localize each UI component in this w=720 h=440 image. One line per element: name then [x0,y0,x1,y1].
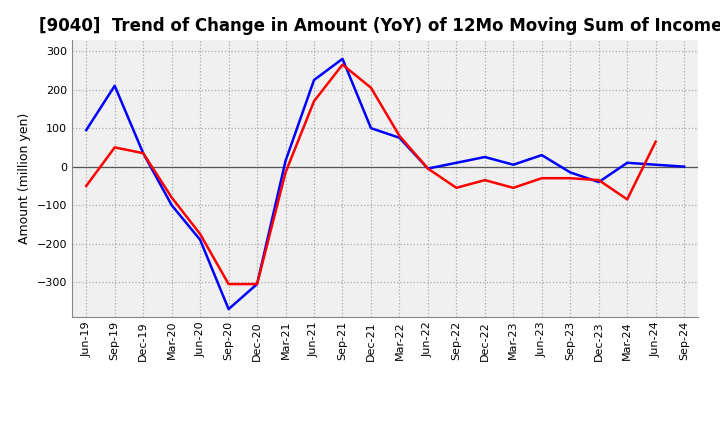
Net Income [480,177,489,183]
Net Income [623,197,631,202]
Y-axis label: Amount (million yen): Amount (million yen) [18,113,31,244]
Ordinary Income [509,162,518,167]
Ordinary Income [537,152,546,158]
Ordinary Income [225,306,233,312]
Ordinary Income [480,154,489,160]
Net Income [452,185,461,191]
Line: Ordinary Income: Ordinary Income [86,59,684,309]
Net Income [652,139,660,144]
Ordinary Income [623,160,631,165]
Ordinary Income [253,282,261,287]
Net Income [310,99,318,104]
Ordinary Income [338,56,347,62]
Ordinary Income [310,77,318,83]
Ordinary Income [110,83,119,88]
Ordinary Income [452,160,461,165]
Net Income [595,177,603,183]
Ordinary Income [395,135,404,140]
Net Income [253,282,261,287]
Net Income [167,195,176,200]
Net Income [338,62,347,67]
Net Income [566,176,575,181]
Net Income [196,231,204,237]
Net Income [82,183,91,188]
Net Income [423,166,432,171]
Ordinary Income [196,237,204,242]
Ordinary Income [82,128,91,133]
Line: Net Income: Net Income [86,65,656,284]
Net Income [110,145,119,150]
Net Income [225,282,233,287]
Ordinary Income [366,125,375,131]
Net Income [395,133,404,139]
Ordinary Income [423,166,432,171]
Ordinary Income [652,162,660,167]
Ordinary Income [566,170,575,175]
Ordinary Income [139,150,148,156]
Ordinary Income [595,180,603,185]
Net Income [139,150,148,156]
Title: [9040]  Trend of Change in Amount (YoY) of 12Mo Moving Sum of Incomes: [9040] Trend of Change in Amount (YoY) o… [38,17,720,35]
Net Income [282,170,290,175]
Ordinary Income [680,164,688,169]
Net Income [537,176,546,181]
Net Income [509,185,518,191]
Ordinary Income [282,158,290,164]
Net Income [366,85,375,90]
Ordinary Income [167,202,176,208]
